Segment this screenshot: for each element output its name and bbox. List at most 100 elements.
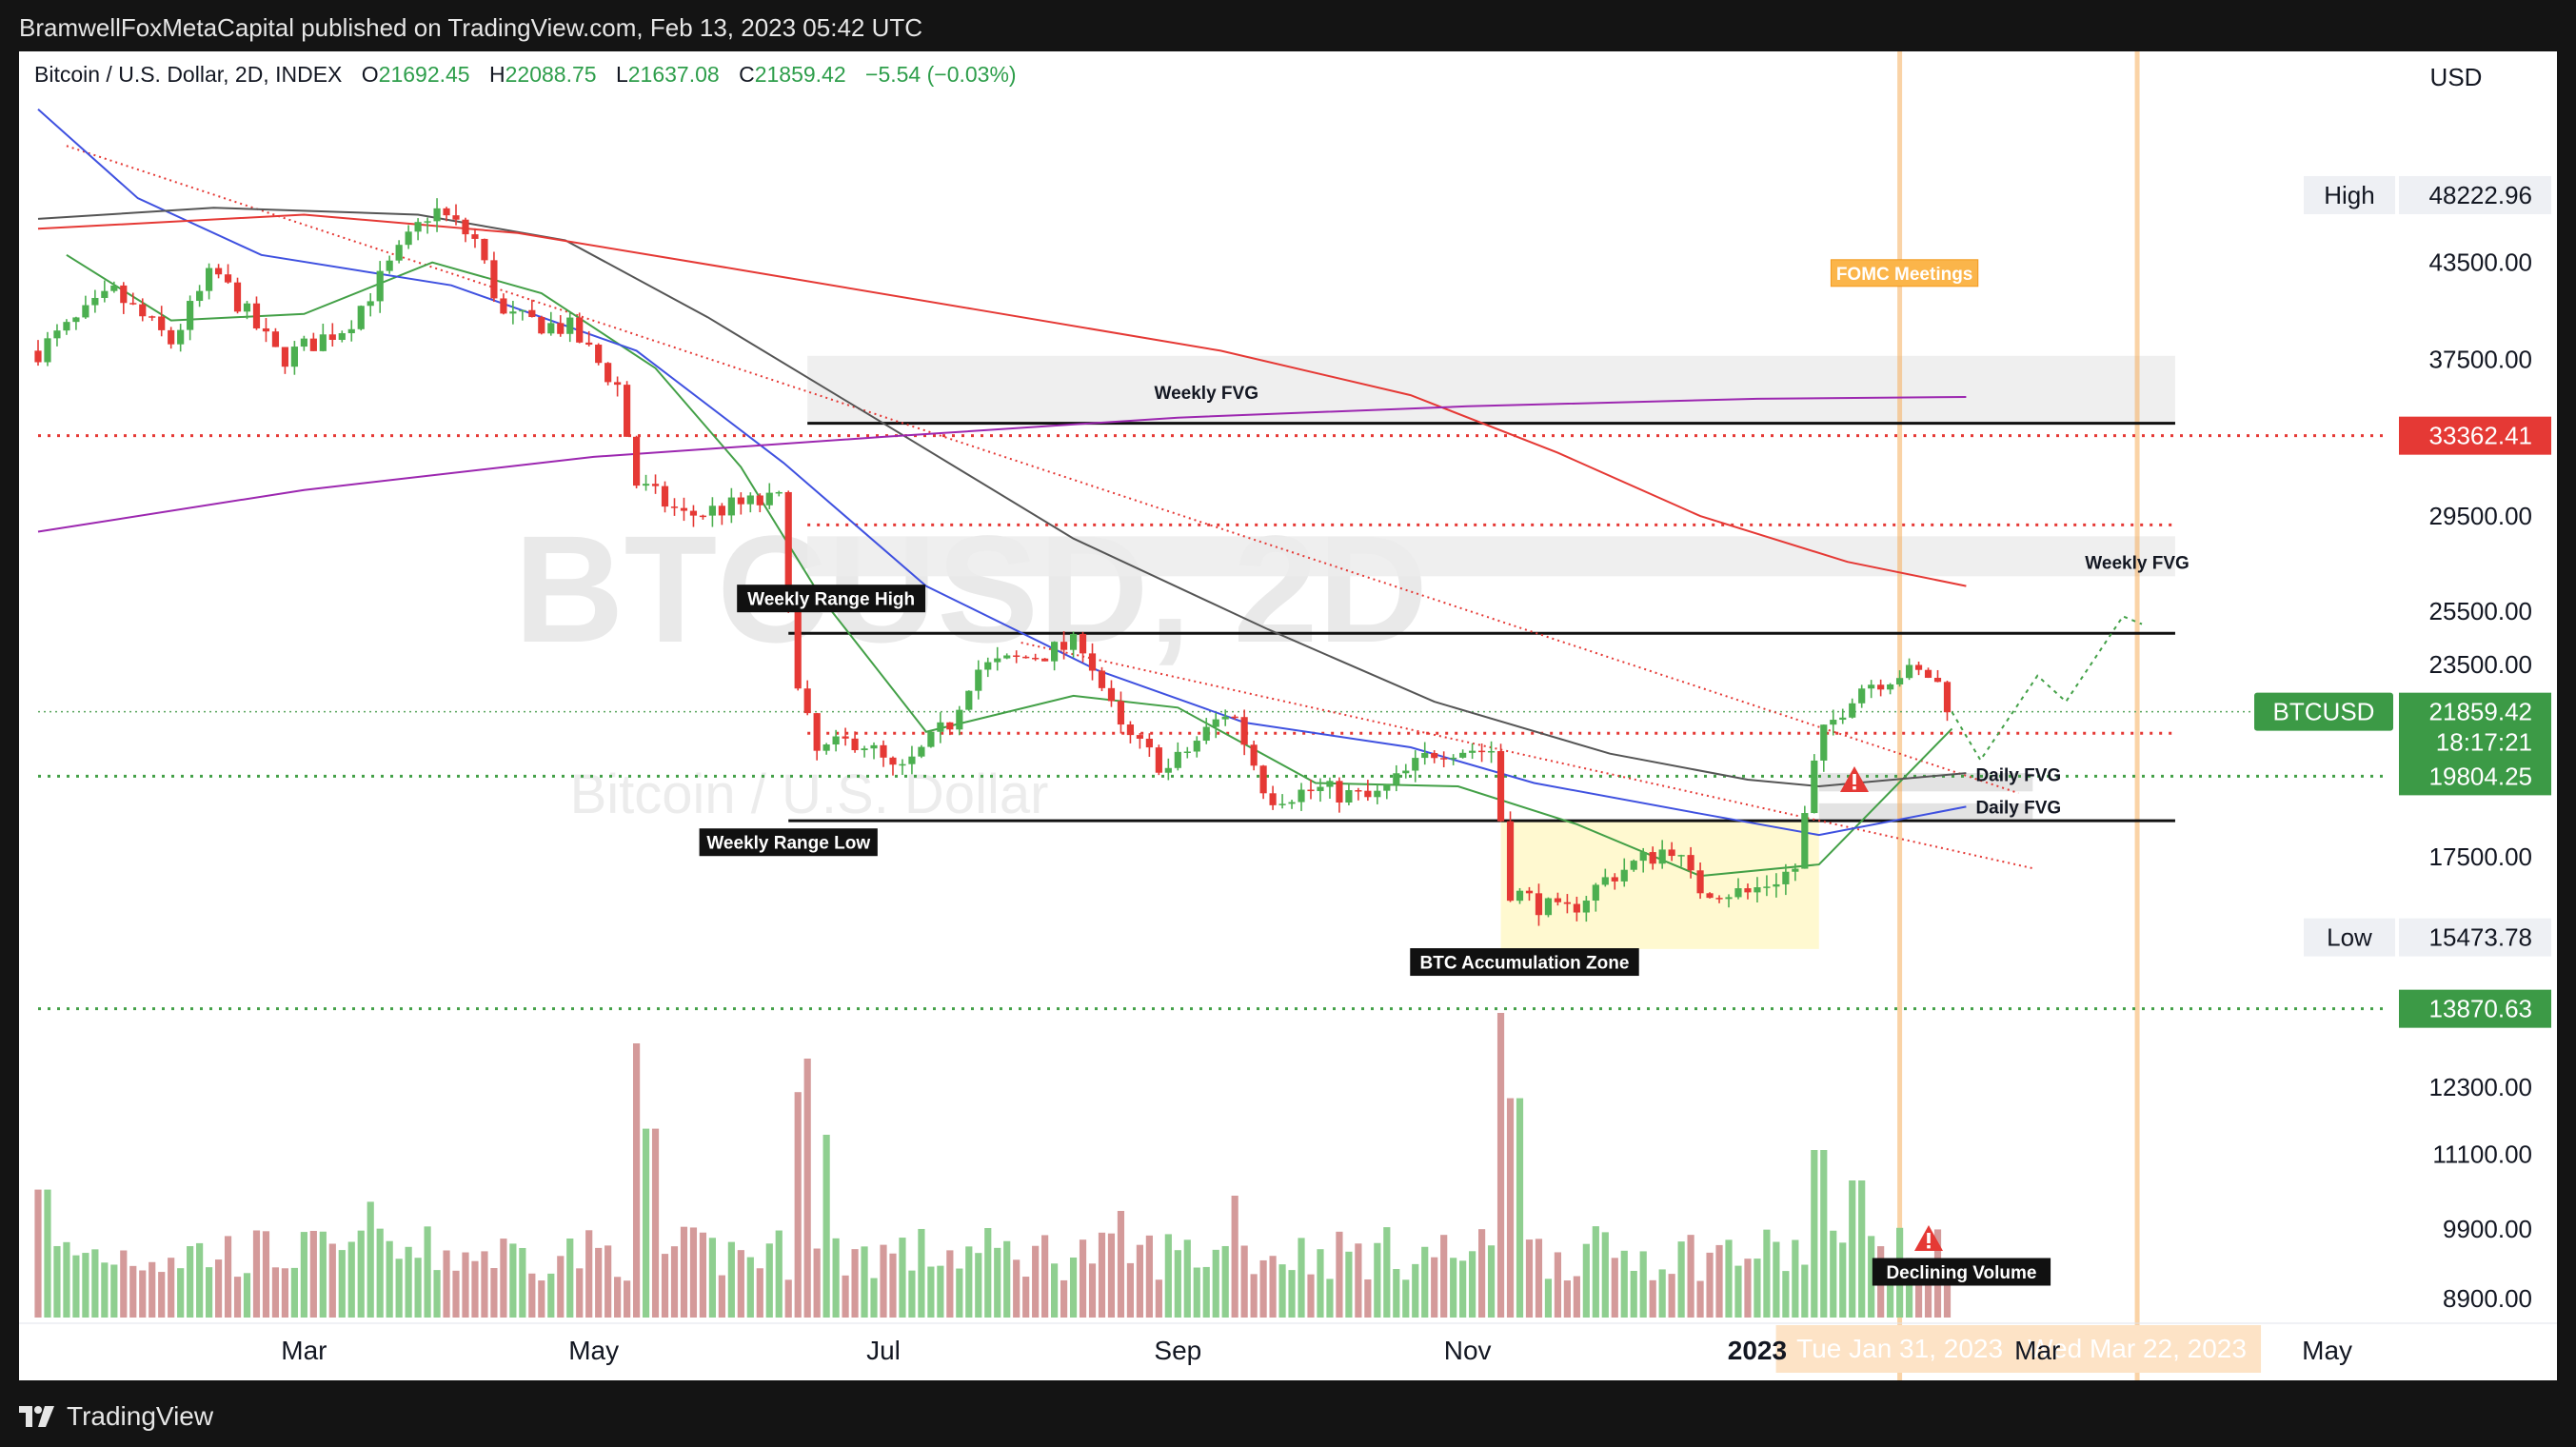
symbol-badge-label: BTCUSD bbox=[2273, 698, 2375, 726]
price-axis[interactable]: USD 8900.00 9900.00 11100.00 12300.00 17500.0… bbox=[2254, 63, 2551, 1313]
volume-bar bbox=[765, 1243, 773, 1318]
price-tick: 12300.00 bbox=[2429, 1073, 2532, 1101]
chart-area[interactable]: BTCUSD, 2D Bitcoin / U.S. Dollar Weekly … bbox=[19, 51, 2557, 1380]
candle-body bbox=[1811, 760, 1818, 814]
volume-bar bbox=[1830, 1230, 1837, 1318]
volume-bar bbox=[1193, 1267, 1200, 1318]
candle-body bbox=[1193, 741, 1200, 752]
watermark-main: BTCUSD, 2D bbox=[514, 504, 1428, 674]
candle-body bbox=[1696, 870, 1704, 894]
volume-bar bbox=[1117, 1211, 1125, 1318]
annotation-box bbox=[699, 828, 878, 857]
volume-bar bbox=[651, 1128, 660, 1318]
candle-body bbox=[1003, 655, 1011, 659]
level-badge-value: 33362.41 bbox=[2429, 422, 2532, 450]
volume-bar bbox=[1022, 1277, 1030, 1318]
volume-bar bbox=[1696, 1280, 1704, 1318]
volume-bar bbox=[1250, 1274, 1258, 1318]
annotation-label: Weekly FVG bbox=[2085, 554, 2189, 574]
candle-body bbox=[604, 363, 612, 383]
candle-body bbox=[82, 305, 89, 318]
volume-bar bbox=[139, 1270, 147, 1318]
price-chart[interactable]: BTCUSD, 2D Bitcoin / U.S. Dollar Weekly … bbox=[19, 51, 2557, 1380]
candle-body bbox=[1943, 682, 1952, 713]
volume-bar bbox=[243, 1273, 251, 1318]
legend-open: 21692.45 bbox=[379, 62, 470, 87]
candle-body bbox=[309, 338, 317, 351]
candle-body bbox=[319, 334, 327, 351]
candle-body bbox=[1051, 642, 1059, 662]
annotation-box bbox=[1410, 948, 1639, 977]
candle-body bbox=[1725, 897, 1733, 900]
footer: TradingView bbox=[19, 1397, 213, 1436]
candle-body bbox=[1706, 893, 1714, 899]
volume-bar bbox=[547, 1273, 555, 1318]
badge-value: 48222.96 bbox=[2429, 181, 2532, 209]
volume-bar bbox=[319, 1231, 327, 1318]
annotation: Daily FVG bbox=[1975, 799, 2061, 819]
volume-bar bbox=[1706, 1252, 1714, 1318]
candle-body bbox=[1630, 861, 1637, 870]
candle-body bbox=[233, 282, 242, 312]
candle-body bbox=[727, 497, 735, 516]
volume-bar bbox=[1811, 1150, 1818, 1318]
volume-bar bbox=[984, 1228, 992, 1318]
volume-bar bbox=[509, 1243, 517, 1318]
candle-body bbox=[1744, 888, 1752, 893]
annotation: Weekly Range Low bbox=[699, 828, 878, 857]
candle-body bbox=[1924, 669, 1932, 679]
volume-bar bbox=[224, 1236, 232, 1318]
candle-body bbox=[1450, 757, 1457, 760]
candle-body bbox=[481, 238, 488, 261]
volume-bar bbox=[822, 1135, 830, 1318]
daily_fvg-zone bbox=[1818, 803, 2033, 820]
badge-label: High bbox=[2324, 181, 2374, 209]
volume-bar bbox=[680, 1226, 688, 1318]
volume-bar bbox=[1687, 1235, 1694, 1318]
candle-body bbox=[177, 329, 185, 345]
volume-bar bbox=[576, 1268, 584, 1318]
time-tick: Nov bbox=[1444, 1336, 1492, 1365]
date-badge-text: Wed Mar 22, 2023 bbox=[2028, 1334, 2247, 1363]
candle-body bbox=[1563, 902, 1571, 904]
candle-body bbox=[206, 268, 213, 291]
volume-bar bbox=[1563, 1280, 1571, 1318]
candle-body bbox=[1202, 726, 1210, 742]
volume-bar bbox=[870, 1278, 878, 1318]
volume-bar bbox=[1582, 1243, 1590, 1318]
candle-body bbox=[1478, 750, 1486, 753]
volume-bar bbox=[1003, 1240, 1011, 1318]
candle-body bbox=[347, 328, 355, 334]
candle-body bbox=[1145, 738, 1153, 748]
candle-body bbox=[149, 316, 156, 318]
volume-bar bbox=[994, 1247, 1001, 1318]
volume-bar bbox=[861, 1246, 868, 1318]
candle-body bbox=[1858, 688, 1866, 704]
candle-body bbox=[538, 317, 545, 334]
volume-bar bbox=[1773, 1241, 1780, 1318]
candle-body bbox=[956, 709, 963, 730]
volume-bar bbox=[309, 1231, 317, 1318]
volume-bar bbox=[784, 1279, 792, 1318]
volume-bar bbox=[519, 1247, 526, 1318]
candle-body bbox=[424, 221, 431, 223]
candle-body bbox=[918, 746, 925, 757]
candle-body bbox=[1839, 717, 1847, 721]
candle-body bbox=[338, 333, 346, 340]
candle-body bbox=[1088, 653, 1097, 671]
volume-bar bbox=[1231, 1196, 1238, 1318]
volume-bar bbox=[632, 1043, 641, 1318]
candle-body bbox=[91, 297, 99, 306]
volume-bar bbox=[1164, 1234, 1172, 1318]
candle-body bbox=[252, 303, 261, 328]
moving-averages-layer bbox=[37, 109, 1967, 878]
volume-bar bbox=[471, 1260, 479, 1318]
candle-body bbox=[120, 285, 128, 304]
level-badge-value: 13870.63 bbox=[2429, 995, 2532, 1023]
volume-bar bbox=[91, 1249, 99, 1318]
annotation: Weekly FVG bbox=[1155, 384, 1258, 404]
candle-body bbox=[53, 330, 61, 339]
annotations-layer: Weekly Range High Weekly Range Low BTC Acc… bbox=[699, 259, 2190, 1286]
candle-body bbox=[937, 722, 944, 732]
